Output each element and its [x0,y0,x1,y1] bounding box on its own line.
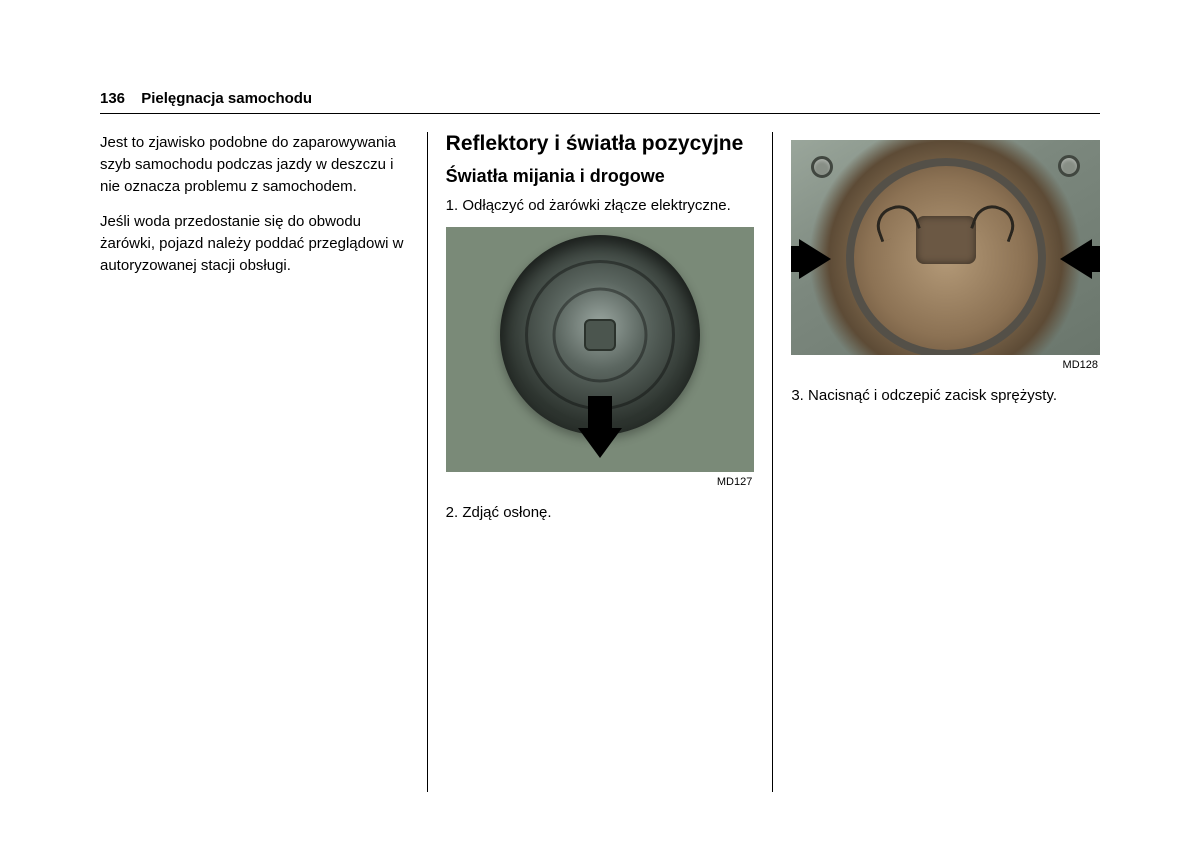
figure-headlight-cap [446,227,755,472]
page-number: 136 [100,90,125,107]
arrow-left-icon [1060,239,1092,279]
paragraph: Jest to zjawisko podobne do zaparowywani… [100,132,409,197]
subheading: Światła mijania i drogowe [446,166,755,187]
page-header: 136 Pielęgnacja samochodu [100,90,1100,114]
heading: Reflektory i światła pozycyjne [446,132,755,156]
paragraph: Jeśli woda przedostanie się do obwodu ża… [100,211,409,276]
step-item: 2. Zdjąć osłonę. [446,502,755,524]
arrow-right-icon [799,239,831,279]
content-columns: Jest to zjawisko podobne do zaparowywani… [100,132,1100,792]
step-item: 3. Nacisnąć i odczepić zacisk sprężysty. [791,385,1100,407]
column-2: Reflektory i światła pozycyjne Światła m… [428,132,773,792]
figure-bulb-socket [791,140,1100,355]
figure-label: MD127 [446,476,753,488]
figure-label: MD128 [791,359,1098,371]
section-title: Pielęgnacja samochodu [141,90,312,107]
step-item: 1. Odłączyć od żarówki złącze elektryczn… [446,195,755,217]
arrow-down-icon [578,428,622,458]
column-3: MD128 3. Nacisnąć i odczepić zacisk sprę… [773,132,1100,792]
column-1: Jest to zjawisko podobne do zaparowywani… [100,132,427,792]
